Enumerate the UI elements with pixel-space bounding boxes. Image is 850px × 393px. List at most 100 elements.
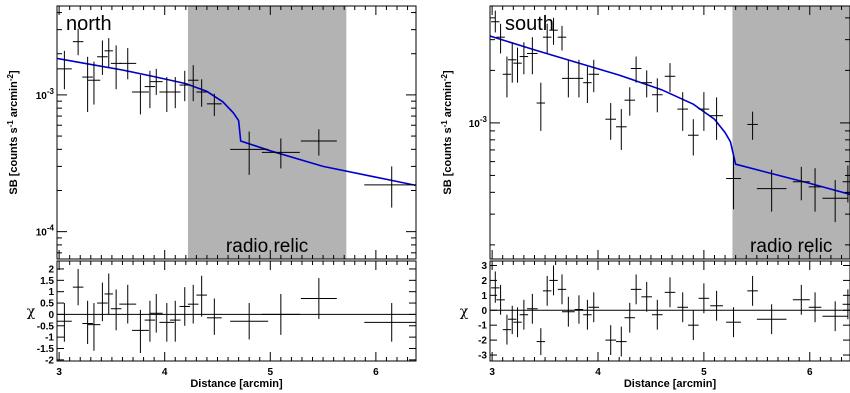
residual-tick-label: -1: [45, 333, 54, 344]
residual-point: [513, 307, 522, 338]
radio-relic-label: radio relic: [750, 236, 832, 257]
residual-point: [557, 274, 567, 305]
data-point: [519, 42, 529, 75]
residual-point: [206, 298, 222, 335]
residual-tick-label: -1.5: [37, 344, 55, 355]
residual-data: [490, 265, 850, 357]
residual-point: [519, 299, 529, 330]
residual-point: [496, 284, 505, 315]
residual-point: [57, 303, 72, 342]
residual-point: [187, 284, 199, 324]
residual-point: [110, 289, 122, 331]
residual-point: [808, 292, 822, 323]
data-point: [364, 166, 416, 208]
profile-data: [57, 28, 416, 208]
data-point: [536, 82, 546, 131]
north-profile-panel: 3 4 5 6 10-3 10-4 -2-1.5-1-0.500.511.52 north ra…: [6, 5, 417, 390]
data-point: [57, 50, 72, 90]
data-point: [624, 87, 636, 116]
residual-point: [104, 273, 113, 315]
data-point: [508, 42, 517, 83]
residual-point: [300, 278, 337, 319]
x-tick-label: 4: [595, 367, 601, 378]
residual-ticks: [57, 268, 416, 361]
residual-point: [842, 289, 850, 320]
residual-point: [72, 268, 84, 306]
residual-point: [574, 295, 584, 324]
data-point: [206, 93, 222, 117]
residual-point: [159, 303, 175, 342]
residual-point: [364, 303, 416, 342]
data-point: [630, 56, 642, 83]
data-point: [169, 77, 181, 109]
data-point: [491, 10, 500, 33]
x-tick-label: 5: [701, 367, 707, 378]
x-axis-ticks: [58, 6, 409, 361]
residual-point: [261, 293, 300, 335]
profile-data: [490, 10, 850, 223]
residual-tick-label: -2: [45, 355, 54, 366]
y-axis-ticks: [490, 17, 850, 246]
data-point: [710, 97, 723, 140]
residual-point: [179, 287, 191, 326]
residual-point: [491, 271, 500, 303]
data-point: [583, 66, 592, 104]
data-point: [542, 23, 552, 54]
residual-point: [630, 274, 642, 305]
residual-point: [549, 265, 558, 296]
residual-tick-label: -3: [478, 351, 487, 362]
y-axis-label: SB [counts s-1 arcmin-2]: [6, 70, 20, 195]
data-point: [230, 131, 269, 175]
profile-frame: [56, 5, 417, 260]
residual-tick-label: -2: [478, 336, 487, 347]
residual-point: [97, 282, 108, 322]
residual-point: [641, 281, 652, 312]
radio-relic-region: [732, 6, 850, 259]
data-point: [502, 56, 512, 98]
residual-tick-label: 1: [481, 291, 487, 302]
data-point: [688, 119, 699, 156]
residual-point: [710, 290, 723, 321]
data-point: [842, 165, 850, 203]
residual-tick-label: 0: [48, 310, 54, 321]
residual-tick-label: 1.5: [40, 276, 54, 287]
residual-point: [688, 310, 699, 341]
radio-relic-label: radio relic: [226, 236, 308, 257]
x-tick-label: 4: [162, 367, 168, 378]
chi-label: χ: [27, 304, 36, 320]
residual-point: [756, 304, 787, 335]
data-point: [562, 59, 575, 98]
residual-point: [502, 314, 512, 345]
residual-point: [131, 309, 149, 354]
data-point: [792, 166, 810, 201]
x-axis-ticks: [491, 6, 843, 361]
residual-point: [508, 305, 517, 335]
residual-point: [87, 303, 101, 351]
data-point: [110, 45, 122, 90]
data-point: [300, 129, 337, 156]
panel-label: south: [505, 13, 554, 35]
chi-label: χ: [460, 304, 469, 320]
x-tick-label: 3: [56, 367, 62, 378]
residual-point: [652, 299, 663, 330]
data-point: [149, 68, 163, 95]
data-point: [549, 17, 558, 45]
residual-point: [822, 301, 848, 332]
residual-ticks: [490, 264, 850, 356]
data-point: [808, 168, 822, 212]
data-point: [496, 23, 505, 54]
data-point: [159, 77, 175, 112]
data-point: [513, 47, 522, 83]
radio-relic-region: [187, 6, 347, 259]
residual-point: [583, 299, 592, 330]
south-profile-panel: 3 4 5 6 10-3 -3 -2 -1 0 1 2 3 south radio relic Distan…: [440, 5, 850, 390]
data-point: [726, 156, 741, 210]
model-curve: [490, 35, 850, 196]
data-point: [72, 28, 84, 56]
residual-point: [119, 284, 137, 324]
residual-point: [527, 293, 538, 324]
data-point: [527, 37, 538, 75]
residual-point: [149, 293, 163, 333]
data-point: [698, 92, 710, 131]
data-point: [605, 103, 616, 140]
